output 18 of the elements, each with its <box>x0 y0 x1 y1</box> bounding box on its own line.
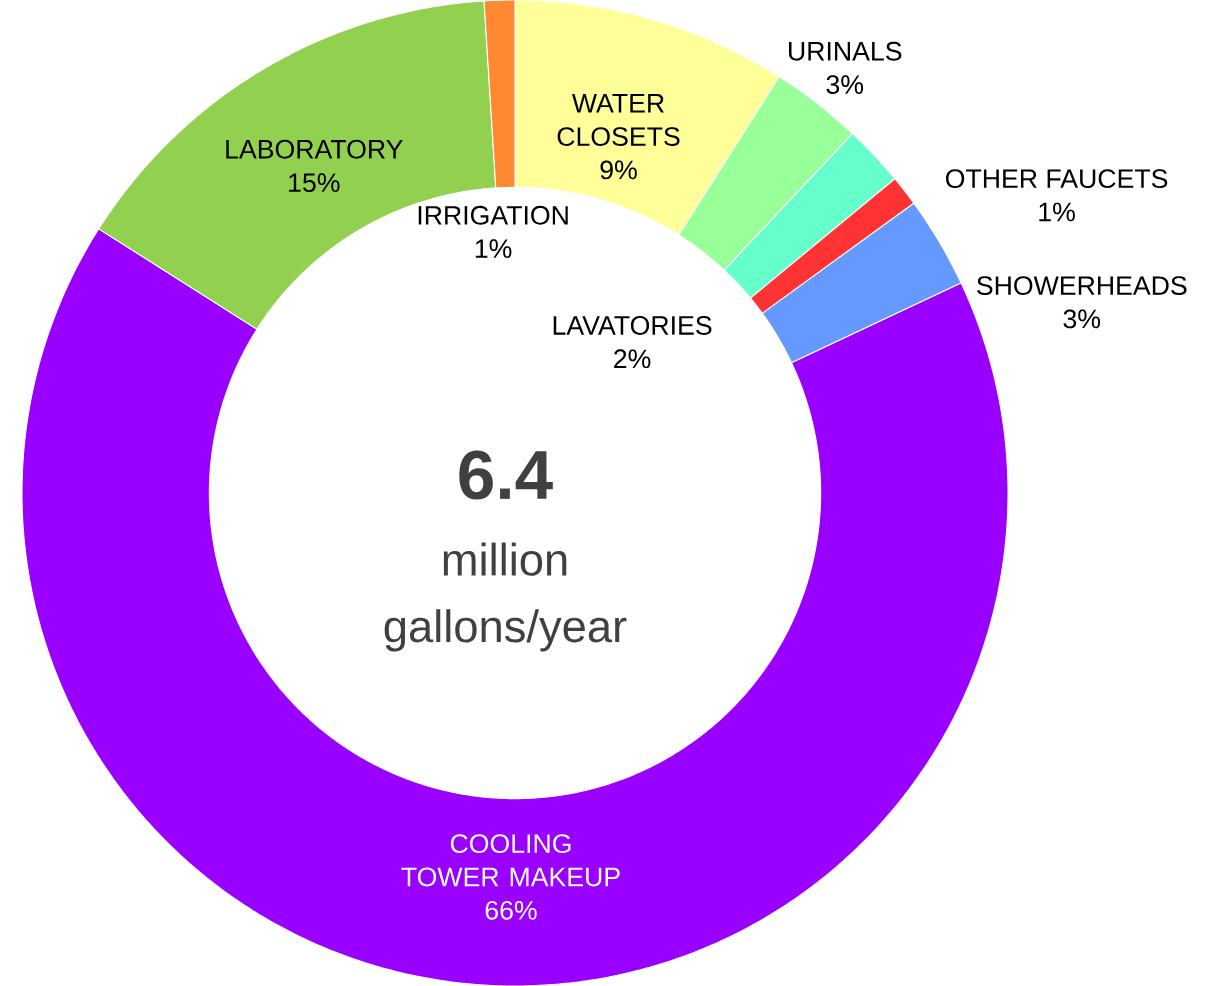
data-label: 9% <box>600 160 637 180</box>
slice-label: SHOWERHEADS <box>977 276 1187 296</box>
slice-label: LABORATORY <box>226 139 403 159</box>
slice-label: IRRIGATION <box>418 205 568 225</box>
data-label: 2% <box>614 349 651 369</box>
text: million gallons/year <box>384 542 627 652</box>
slice-label: COOLING TOWER MAKEUP <box>401 834 620 887</box>
data-label: 3% <box>826 75 864 94</box>
data-label: 1% <box>475 239 512 258</box>
slice-label: WATER CLOSETS <box>557 94 680 147</box>
data-label: 1% <box>1039 202 1075 222</box>
data-label: 3% <box>1063 309 1101 329</box>
text: 6.4 <box>459 450 553 500</box>
slice-label: OTHER FAUCETS <box>945 169 1168 189</box>
data-label: 15% <box>289 173 340 193</box>
data-label: 66% <box>485 900 537 920</box>
slice-label: LAVATORIES <box>553 316 712 335</box>
slice-label: URINALS <box>789 41 902 61</box>
